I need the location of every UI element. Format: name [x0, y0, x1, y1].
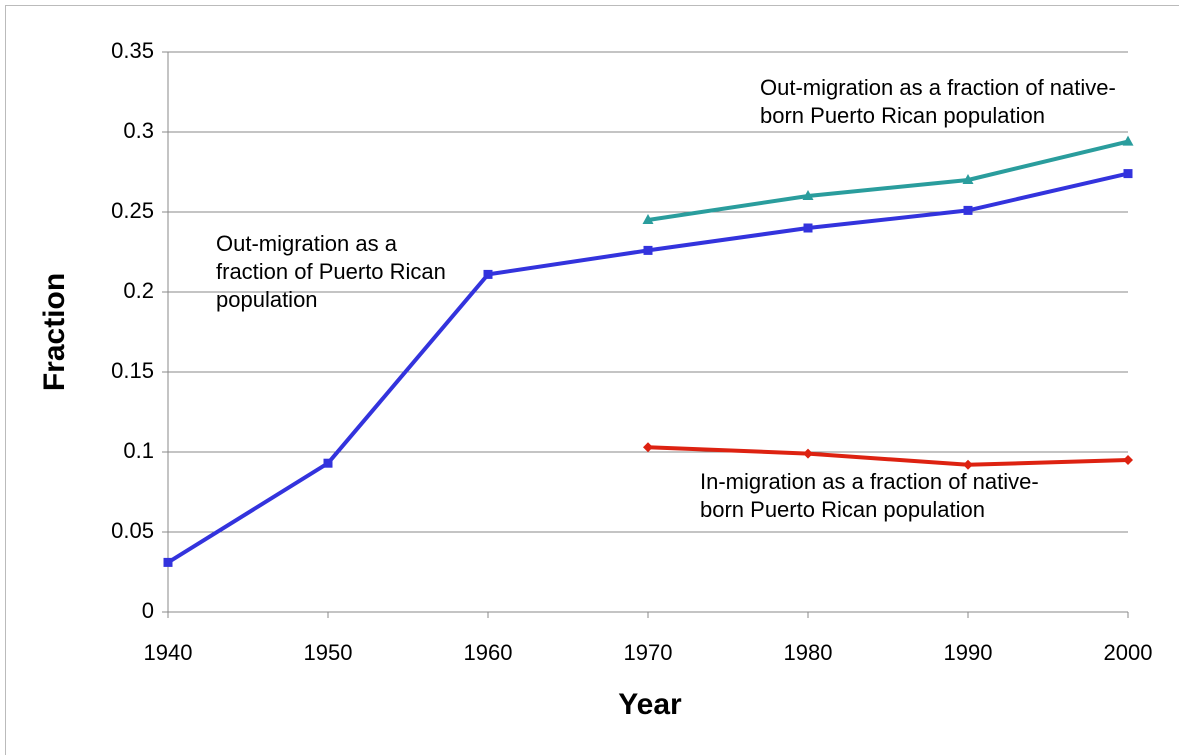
series-line	[647, 445, 1129, 467]
x-tick-label: 1960	[464, 640, 513, 665]
data-point	[643, 245, 653, 255]
y-tick-label: 0.25	[111, 198, 154, 223]
x-axis-title: Year	[618, 688, 682, 721]
y-tick-label: 0.1	[123, 438, 154, 463]
chart-frame	[5, 5, 1179, 755]
data-point	[323, 458, 333, 468]
x-tick-label: 1970	[624, 640, 673, 665]
data-point	[802, 190, 814, 200]
data-point	[642, 214, 654, 224]
annotation: Out-migration as a fraction of Puerto Ri…	[216, 231, 446, 312]
data-point	[963, 459, 973, 470]
y-tick-label: 0.3	[123, 118, 154, 143]
x-tick-label: 1990	[944, 640, 993, 665]
data-point	[962, 174, 974, 184]
x-tick-label: 1950	[304, 640, 353, 665]
data-point	[1122, 135, 1134, 146]
data-point	[803, 223, 813, 233]
x-tick-label: 1980	[784, 640, 833, 665]
data-point	[483, 269, 493, 279]
y-tick-label: 0.35	[111, 38, 154, 63]
data-point	[1123, 169, 1133, 179]
data-point	[963, 205, 973, 215]
data-point	[163, 557, 173, 567]
y-tick-label: 0.2	[123, 278, 154, 303]
annotation: In-migration as a fraction of native-bor…	[700, 469, 1039, 522]
x-tick-label: 1940	[144, 640, 193, 665]
data-point	[1123, 455, 1133, 465]
y-axis-title: Fraction	[38, 273, 71, 391]
series-line	[647, 139, 1129, 222]
data-point	[643, 442, 653, 453]
data-point	[803, 448, 813, 459]
y-tick-label: 0	[142, 598, 154, 623]
annotation: Out-migration as a fraction of native-bo…	[760, 75, 1116, 128]
y-tick-label: 0.15	[111, 358, 154, 383]
y-tick-label: 0.05	[111, 518, 154, 543]
x-tick-label: 2000	[1104, 640, 1153, 665]
